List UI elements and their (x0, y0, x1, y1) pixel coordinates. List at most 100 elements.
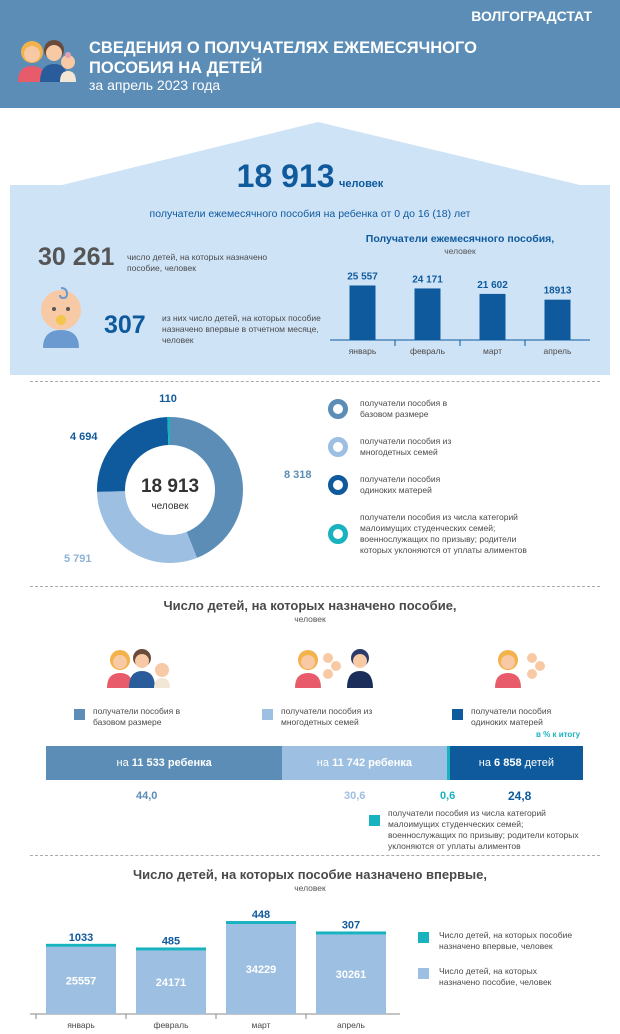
donut-legend: получатели пособия в базовом размере пол… (328, 398, 598, 556)
donut-slice-2 (97, 417, 169, 492)
percent-label-base: 44,0 (136, 790, 158, 802)
donut-slice-1 (97, 491, 197, 563)
header-banner (0, 0, 620, 108)
donut-center-value: 18 913 (141, 476, 199, 497)
bar-total-label: 24171 (156, 977, 187, 989)
baby-icon (41, 287, 81, 348)
bar-new-февраль (136, 947, 206, 951)
bar-total-label: 30261 (336, 969, 367, 981)
legend-label: получатели пособия из многодетных семей (360, 436, 452, 457)
legend-item-single-mothers: получатели пособия одиноких матерей (328, 474, 598, 496)
children-chart-title: Число детей, на которых назначено пособи… (163, 598, 457, 613)
family-base-icon (107, 649, 170, 688)
bar-total-январь (46, 946, 116, 1014)
legend-label: получатели пособия из многодетных семей (281, 706, 373, 727)
percent-label-single-mothers: 24,8 (508, 789, 532, 803)
bar-total-label: 25557 (66, 975, 97, 987)
family-icon (18, 40, 76, 82)
bar-total-март (226, 924, 296, 1014)
ring-swatch-icon (328, 437, 348, 457)
first-time-stacked-chart: 25557 1033 январь 24171 485 февраль 34229 448 ма… (30, 909, 400, 1030)
bar-январь (349, 285, 376, 340)
bar-legend-other: получатели пособия из числа категорий ма… (369, 808, 583, 852)
x-tick-label: март (483, 346, 502, 356)
percent-label-other: 0,6 (440, 790, 456, 802)
section-divider (30, 381, 600, 382)
page-title: СВЕДЕНИЯ О ПОЛУЧАТЕЛЯХ ЕЖЕМЕСЯЧНОГО ПОСО… (89, 39, 477, 77)
children-total-caption: число детей, на которых назначено пособи… (127, 252, 268, 273)
bar-value-label: 18913 (544, 286, 572, 297)
slice-value-label: 4 694 (70, 431, 98, 443)
swatch-icon (369, 815, 380, 826)
bar-segment-other (446, 746, 450, 780)
x-tick-label: январь (67, 1020, 95, 1030)
bar-new-январь (46, 943, 116, 947)
donut-center-unit: человек (151, 501, 189, 512)
children-stacked-bar: на 11 533 ребенка на 11 742 ребенка на 6… (46, 746, 583, 780)
bar-total-апрель (316, 934, 386, 1014)
brand-label: ВОЛГОГРАДСТАТ (471, 8, 592, 24)
bar-value-label: 25 557 (347, 271, 378, 282)
slice-value-label: 5 791 (64, 553, 92, 565)
bar-segment-single-mothers: на 6 858 детей (449, 746, 583, 780)
ring-swatch-icon (328, 475, 348, 495)
first-legend-new: Число детей, на которых пособие назначен… (418, 930, 589, 952)
first-time-chart-subtitle: человек (294, 883, 326, 893)
total-recipients-value: 18 913 (236, 158, 335, 194)
x-tick-label: февраль (410, 346, 446, 356)
bar-март (479, 293, 506, 340)
bar-new-label: 1033 (69, 932, 93, 944)
total-recipients: 18 913 человек (0, 158, 620, 195)
x-tick-label: март (251, 1020, 270, 1030)
recipients-donut-chart: 8 318 5 791 4 694 110 18 913 человек (64, 393, 312, 565)
monthly-chart-subtitle: человек (444, 246, 476, 256)
bar-new-апрель (316, 931, 386, 935)
bar-new-label: 485 (162, 935, 180, 947)
bar-total-label: 34229 (246, 964, 277, 976)
bar-segment-large-families: на 11 742 ребенка (282, 746, 447, 780)
legend-label: получатели пособия из числа категорий ма… (388, 808, 579, 851)
legend-label: получатели пособия одиноких матерей (360, 474, 441, 495)
x-tick-label: апрель (337, 1020, 365, 1030)
legend-item-large-families: получатели пособия из многодетных семей (328, 436, 598, 458)
children-total-value: 30 261 (38, 243, 115, 271)
house-panel (10, 122, 610, 375)
bar-апрель (544, 299, 571, 340)
bar-new-label: 448 (252, 909, 270, 921)
x-tick-label: апрель (544, 346, 572, 356)
bar-value-label: 21 602 (477, 280, 508, 291)
donut-slice-0 (170, 417, 244, 558)
first-time-caption: из них число детей, на которых пособие н… (162, 313, 321, 345)
page-subtitle: за апрель 2023 года (89, 77, 221, 93)
family-large-icon (295, 649, 373, 688)
section-divider (30, 586, 600, 587)
section-divider (30, 855, 600, 856)
swatch-icon (418, 968, 429, 979)
legend-item-base: получатели пособия в базовом размере (328, 398, 598, 420)
swatch-icon (418, 932, 429, 943)
swatch-icon (74, 709, 85, 720)
monthly-recipients-chart: 25 557 январь 24 171 февраль 21 602 март 18913… (330, 271, 590, 356)
slice-value-label: 110 (159, 393, 177, 405)
bar-legend-single-mothers: получатели пособия одиноких матерей (452, 706, 581, 728)
legend-label: Число детей, на которых пособие назначен… (439, 930, 573, 951)
legend-label: получатели пособия из числа категорий ма… (360, 512, 527, 555)
x-tick-label: февраль (153, 1020, 189, 1030)
legend-label: получатели пособия в базовом размере (93, 706, 181, 727)
bar-legend-large-families: получатели пособия из многодетных семей (262, 706, 391, 728)
bar-февраль (414, 288, 441, 340)
percent-note: в % к итогу (536, 730, 581, 739)
bar-new-март (226, 921, 296, 925)
slice-value-label: 8 318 (284, 469, 312, 481)
swatch-icon (262, 709, 273, 720)
first-time-value: 307 (104, 311, 146, 339)
x-tick-label: январь (349, 346, 377, 356)
total-recipients-caption: получатели ежемесячного пособия на ребен… (149, 208, 471, 220)
legend-label: получатели пособия одиноких матерей (471, 706, 552, 727)
first-time-chart-title: Число детей, на которых пособие назначен… (132, 867, 488, 882)
bar-new-label: 307 (342, 919, 360, 931)
ring-swatch-icon (328, 524, 348, 544)
single-mother-icon (495, 650, 545, 688)
bar-segment-base: на 11 533 ребенка (46, 746, 283, 780)
legend-label: Число детей, на которых назначено пособи… (439, 966, 552, 987)
